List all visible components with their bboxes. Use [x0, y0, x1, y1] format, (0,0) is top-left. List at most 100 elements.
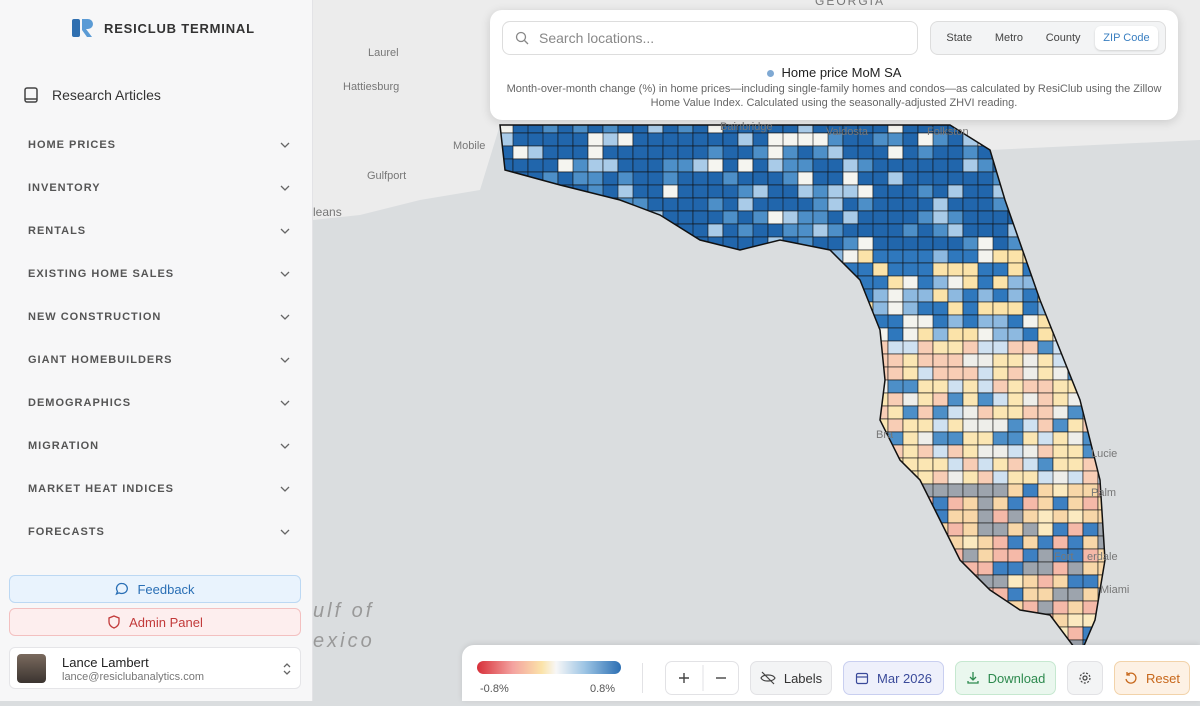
- zip-region: [557, 340, 589, 355]
- section-item[interactable]: DEMOGRAPHICS: [28, 397, 290, 409]
- zip-region: [947, 197, 964, 212]
- zip-region: [917, 548, 934, 563]
- zip-region: [962, 535, 979, 550]
- zip-region: [1052, 249, 1069, 264]
- level-option[interactable]: ZIP Code: [1095, 26, 1158, 50]
- zip-region: [842, 496, 874, 511]
- zip-region: [872, 392, 889, 407]
- zip-region: [632, 392, 649, 407]
- settings-button[interactable]: [1067, 661, 1103, 695]
- zip-region: [842, 379, 859, 394]
- zip-region: [587, 535, 604, 550]
- zip-region: [767, 184, 784, 199]
- section-item[interactable]: NEW CONSTRUCTION: [28, 311, 290, 323]
- zip-region: [707, 600, 724, 615]
- zip-region: [557, 353, 589, 368]
- section-item[interactable]: HOME PRICES: [28, 139, 290, 151]
- zip-region: [542, 457, 574, 472]
- zip-region: [1097, 249, 1105, 264]
- zip-region: [857, 457, 874, 472]
- zip-region: [500, 392, 514, 407]
- zip-region: [557, 600, 574, 615]
- zip-region: [962, 431, 979, 446]
- level-option[interactable]: County: [1045, 32, 1081, 44]
- zip-region: [512, 574, 544, 589]
- labels-button[interactable]: Labels: [750, 661, 832, 695]
- zip-region: [587, 145, 604, 160]
- zip-region: [737, 561, 754, 576]
- zip-region: [677, 457, 694, 472]
- zip-region: [632, 535, 649, 550]
- zip-region: [1037, 236, 1054, 251]
- section-item[interactable]: FORECASTS: [28, 526, 290, 538]
- zip-region: [782, 626, 799, 641]
- section-item[interactable]: INVENTORY: [28, 182, 290, 194]
- zip-region: [1052, 301, 1084, 316]
- level-option[interactable]: Metro: [994, 32, 1023, 44]
- zip-region: [962, 210, 979, 225]
- zip-region: [632, 379, 649, 394]
- zip-region: [707, 392, 724, 407]
- section-item[interactable]: MIGRATION: [28, 440, 290, 452]
- admin-button[interactable]: Admin Panel: [9, 608, 301, 636]
- zip-region: [767, 145, 784, 160]
- zip-region: [707, 587, 724, 602]
- zip-region: [1097, 145, 1105, 160]
- zip-region: [932, 275, 949, 290]
- research-link[interactable]: Research Articles: [22, 86, 161, 104]
- zip-region: [647, 262, 664, 277]
- zip-region: [602, 535, 619, 550]
- zip-region: [1037, 457, 1054, 472]
- zip-region: [500, 613, 514, 628]
- zip-region: [587, 431, 604, 446]
- zip-region: [902, 327, 919, 342]
- zip-region: [632, 444, 664, 459]
- zip-region: [512, 600, 529, 615]
- zip-region: [1022, 197, 1039, 212]
- zip-region: [692, 340, 724, 355]
- zip-region: [1067, 509, 1084, 524]
- zip-region: [707, 431, 739, 446]
- zip-region: [902, 600, 919, 615]
- zip-region: [662, 392, 679, 407]
- section-item[interactable]: EXISTING HOME SALES: [28, 268, 290, 280]
- zip-region: [1022, 431, 1039, 446]
- user-card[interactable]: Lance Lambert lance@resiclubanalytics.co…: [9, 647, 301, 689]
- feedback-button[interactable]: Feedback: [9, 575, 301, 603]
- download-button[interactable]: Download: [955, 661, 1056, 695]
- zip-region: [992, 353, 1009, 368]
- zip-region: [737, 327, 754, 342]
- map-label: Miami: [1100, 584, 1130, 596]
- date-button[interactable]: Mar 2026: [843, 661, 944, 695]
- section-item[interactable]: MARKET HEAT INDICES: [28, 483, 290, 495]
- zip-region: [887, 288, 904, 303]
- zip-region: [872, 457, 904, 472]
- section-item[interactable]: GIANT HOMEBUILDERS: [28, 354, 290, 366]
- zip-region: [1082, 470, 1099, 485]
- zip-region: [512, 444, 529, 459]
- zip-region: [737, 171, 754, 186]
- zip-region: [1097, 535, 1105, 550]
- search-input[interactable]: Search locations...: [502, 21, 918, 55]
- zip-region: [842, 626, 874, 641]
- zip-region: [782, 132, 799, 147]
- zip-region: [857, 197, 874, 212]
- reset-button[interactable]: Reset: [1114, 661, 1190, 695]
- zip-region: [587, 210, 604, 225]
- zip-region: [527, 327, 559, 342]
- zip-region: [692, 418, 709, 433]
- map-label: leans: [313, 205, 342, 219]
- zip-region: [767, 236, 784, 251]
- zip-region: [527, 587, 544, 602]
- zip-region: [692, 587, 709, 602]
- zip-region: [782, 405, 799, 420]
- map-label: Hattiesburg: [343, 81, 400, 93]
- zip-region: [617, 327, 634, 342]
- zip-region: [737, 483, 769, 498]
- level-option[interactable]: State: [946, 32, 973, 44]
- zip-region: [737, 587, 754, 602]
- section-item[interactable]: RENTALS: [28, 225, 290, 237]
- section-label: MARKET HEAT INDICES: [28, 483, 174, 495]
- zip-region: [677, 288, 709, 303]
- zip-region: [707, 613, 724, 628]
